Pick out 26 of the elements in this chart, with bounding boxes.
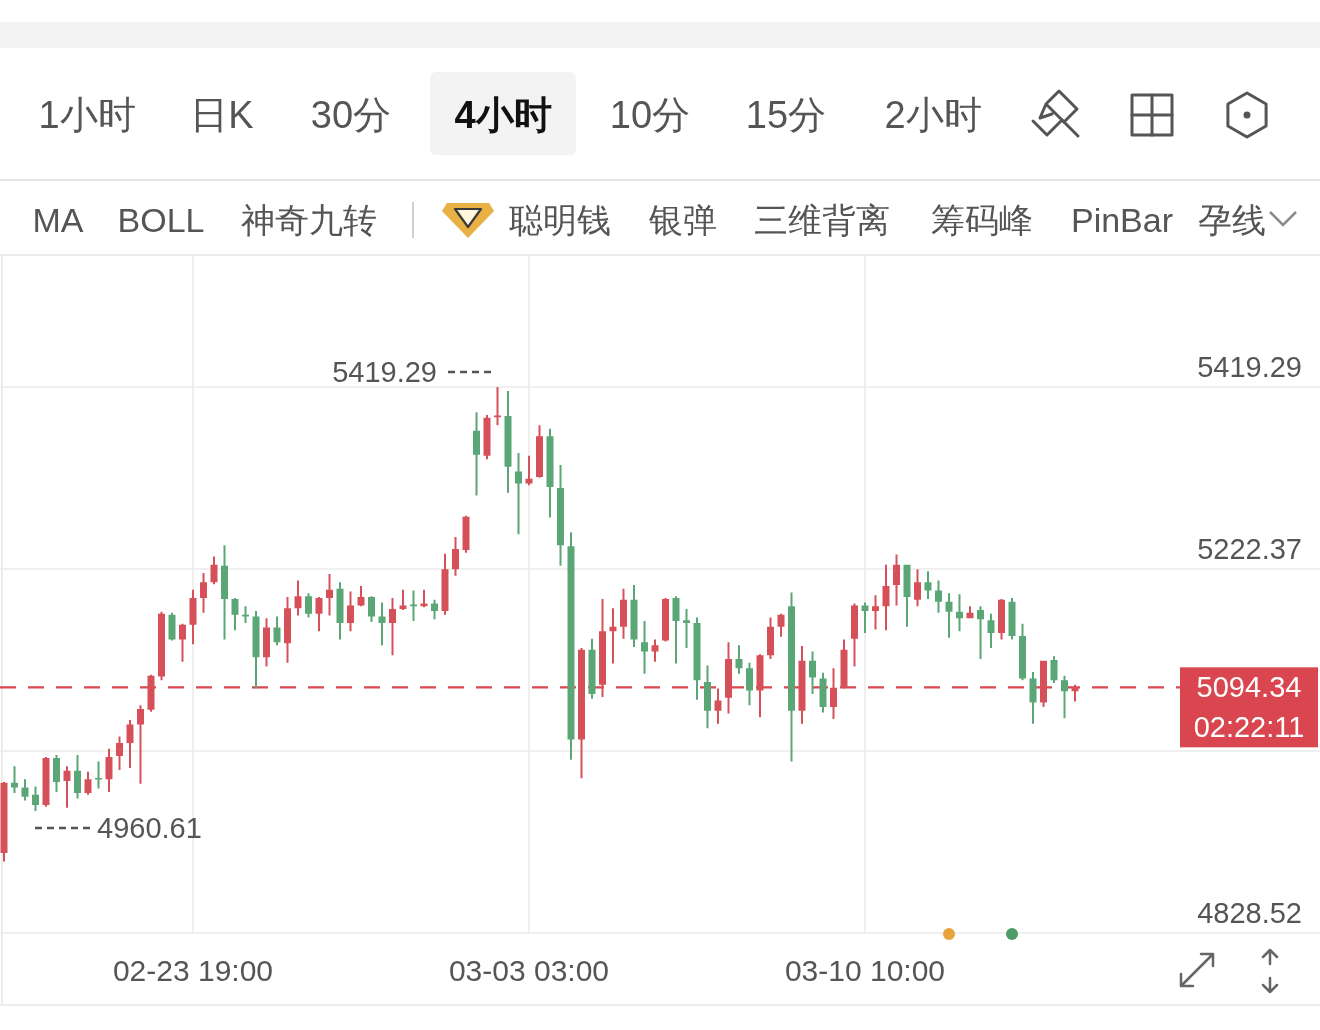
x-tick-label: 02-23 19:00 [112, 953, 274, 987]
x-tick-label: 03-03 03:00 [448, 953, 610, 987]
text: 2小时 [884, 94, 982, 136]
text: 10分 [609, 94, 691, 136]
text: 15分 [745, 94, 827, 136]
text: 筹码峰 [931, 201, 1033, 239]
x-tick-label: 03-10 10:00 [784, 953, 946, 987]
text: 30分 [310, 94, 392, 136]
text: 1小时 [38, 94, 136, 136]
text: 4小时 [454, 94, 552, 136]
text: 神奇九转 [241, 201, 377, 239]
text: BOLL [117, 201, 205, 239]
text: 三维背离 [754, 201, 890, 239]
text: 02:22:11 [1193, 711, 1305, 744]
ref-line-label: 5094.34 [1196, 671, 1302, 704]
text: MA [32, 201, 84, 239]
y-tick-label: 4828.52 [1197, 897, 1302, 929]
text: 日K [190, 94, 254, 136]
annotation: 4960.61 [97, 812, 202, 844]
y-tick-label: 5222.37 [1197, 533, 1302, 565]
text: 聪明钱 [509, 201, 611, 239]
text: PinBar [1070, 201, 1174, 239]
text: 银弹 [648, 201, 717, 239]
text: 孕线 [1198, 201, 1266, 239]
y-tick-label: 5419.29 [1197, 351, 1302, 383]
annotation: 5419.29 [332, 356, 437, 388]
